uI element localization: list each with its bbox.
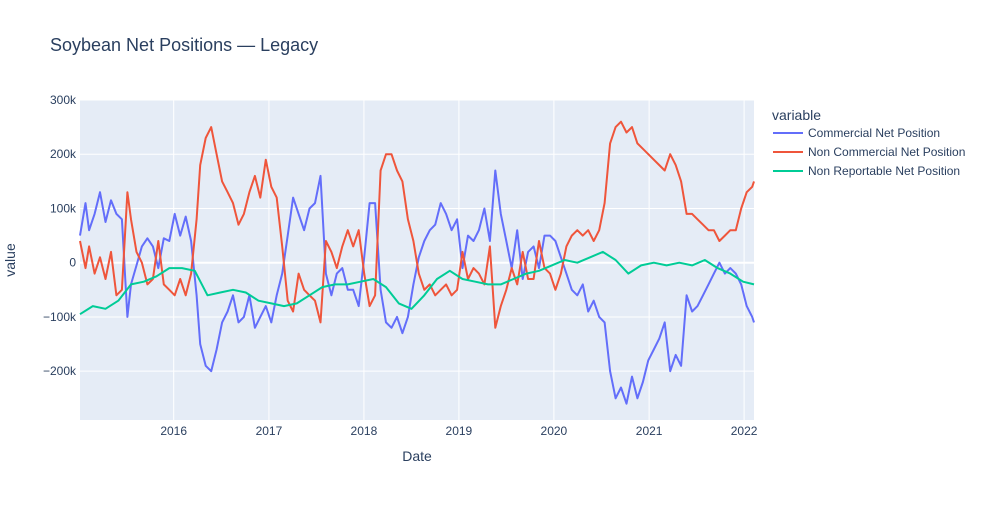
- series-line-1[interactable]: [79, 169, 755, 405]
- legend-item-1[interactable]: Commercial Net Position: [773, 126, 940, 140]
- x-axis-label: Date: [402, 448, 432, 464]
- x-tick-label: 2021: [636, 424, 663, 438]
- y-tick-label: 100k: [50, 201, 77, 215]
- legend-label: Commercial Net Position: [808, 126, 940, 140]
- legend-item-3[interactable]: Non Reportable Net Position: [773, 164, 960, 178]
- legend-title: variable: [772, 107, 821, 123]
- x-tick-label: 2020: [541, 424, 568, 438]
- x-axis-ticks: 2016 2017 2018 2019 2020 2021 2022: [160, 424, 757, 438]
- series-lines: [79, 120, 755, 405]
- x-tick-label: 2017: [256, 424, 283, 438]
- legend-label: Non Reportable Net Position: [808, 164, 960, 178]
- y-tick-label: −200k: [43, 364, 77, 378]
- series-line-3[interactable]: [79, 250, 755, 316]
- series-line-2[interactable]: [79, 120, 755, 329]
- legend-item-2[interactable]: Non Commercial Net Position: [773, 145, 965, 159]
- y-tick-label: 200k: [50, 147, 77, 161]
- x-tick-label: 2018: [351, 424, 378, 438]
- y-axis-ticks: −200k −100k 0 100k 200k 300k: [43, 93, 77, 378]
- y-axis-label: value: [2, 243, 18, 277]
- legend-label: Non Commercial Net Position: [808, 145, 965, 159]
- y-tick-label: −100k: [43, 310, 77, 324]
- x-tick-label: 2019: [446, 424, 473, 438]
- legend[interactable]: variable Commercial Net Position Non Comm…: [772, 107, 965, 178]
- chart-title: Soybean Net Positions — Legacy: [50, 35, 318, 55]
- x-tick-label: 2022: [731, 424, 758, 438]
- x-tick-label: 2016: [160, 424, 187, 438]
- y-tick-label: 300k: [50, 93, 77, 107]
- y-tick-label: 0: [69, 256, 76, 270]
